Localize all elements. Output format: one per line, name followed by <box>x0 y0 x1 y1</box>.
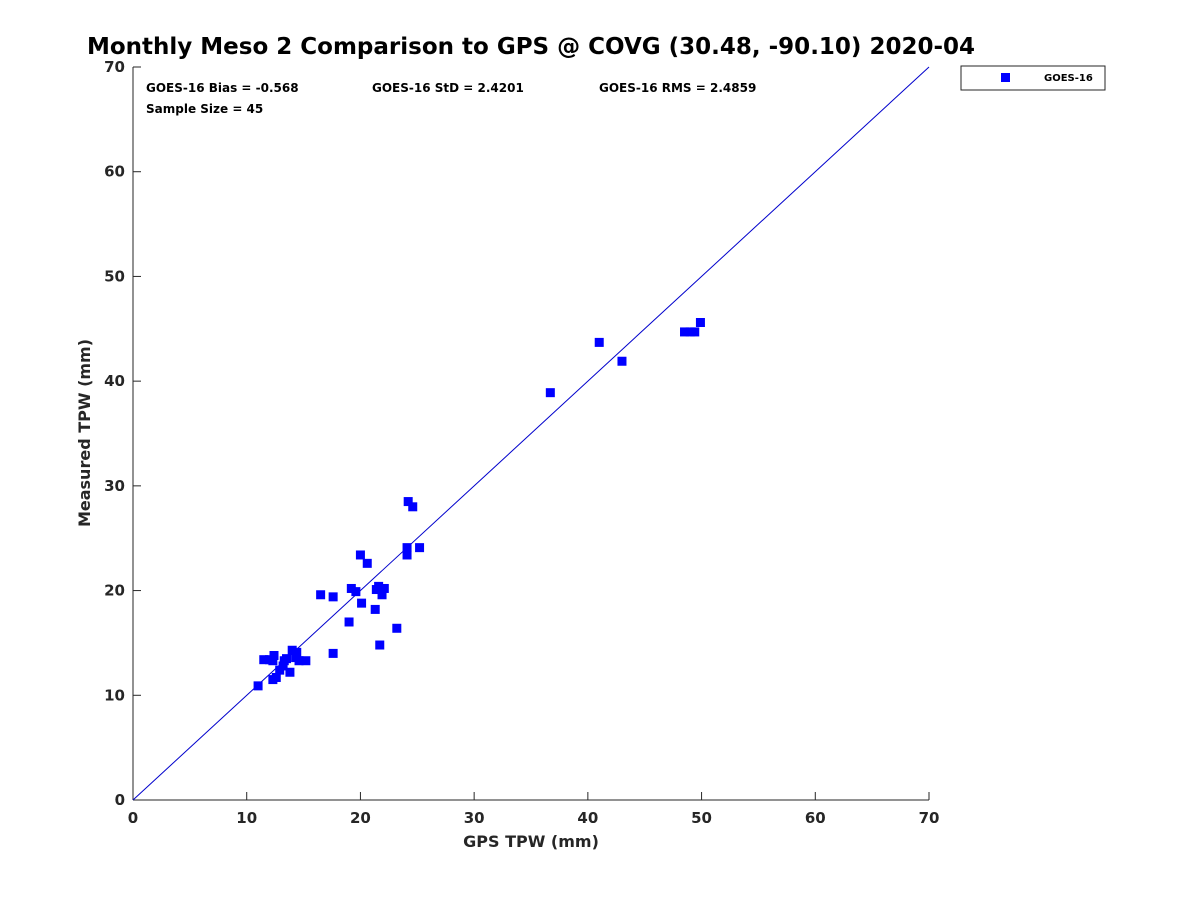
y-tick-label: 60 <box>104 163 125 181</box>
y-tick-label: 10 <box>104 686 125 704</box>
data-point <box>594 337 604 347</box>
data-point <box>351 587 361 597</box>
x-tick-label: 30 <box>464 809 485 827</box>
data-point <box>695 318 705 328</box>
statistics-annotations: GOES-16 Bias = -0.568 GOES-16 StD = 2.42… <box>146 81 756 116</box>
data-point <box>278 661 288 671</box>
data-point <box>362 558 372 568</box>
data-point <box>346 583 356 593</box>
x-tick-label: 60 <box>805 809 826 827</box>
data-point <box>680 327 690 337</box>
data-point <box>294 656 304 666</box>
data-point <box>377 590 387 600</box>
data-point <box>287 645 297 655</box>
data-point <box>685 327 695 337</box>
one-to-one-reference-line <box>132 66 930 801</box>
bias-annotation: GOES-16 Bias = -0.568 <box>146 81 299 95</box>
data-point <box>374 581 384 591</box>
data-point <box>357 598 367 608</box>
legend-label-goes-16: GOES-16 <box>1044 73 1093 84</box>
data-point <box>316 590 326 600</box>
sample-size-annotation: Sample Size = 45 <box>146 102 263 116</box>
legend-marker-goes-16 <box>1001 73 1010 82</box>
data-point <box>344 617 354 627</box>
data-point <box>402 550 412 560</box>
data-point <box>328 592 338 602</box>
y-tick-label: 30 <box>104 477 125 495</box>
data-point <box>375 640 385 650</box>
x-tick-label: 0 <box>128 809 138 827</box>
data-point <box>617 356 627 366</box>
legend-box <box>960 65 1106 91</box>
data-point <box>690 327 700 337</box>
x-tick-label: 70 <box>919 809 940 827</box>
x-tick-label: 20 <box>350 809 371 827</box>
y-tick-label: 0 <box>115 791 125 809</box>
legend: GOES-16 <box>960 65 1106 91</box>
data-point <box>282 654 292 664</box>
data-point <box>271 672 281 682</box>
x-axis-label: GPS TPW (mm) <box>463 832 599 851</box>
data-point <box>268 656 278 666</box>
data-points <box>253 318 705 691</box>
data-point <box>392 623 402 633</box>
x-tick-label: 10 <box>236 809 257 827</box>
data-point <box>259 655 269 665</box>
data-point <box>545 388 555 398</box>
data-point <box>379 583 389 593</box>
y-tick-label: 40 <box>104 372 125 390</box>
x-tick-label: 50 <box>691 809 712 827</box>
y-axis-label: Measured TPW (mm) <box>75 339 94 527</box>
plot-area: 0 10 20 30 40 50 60 70 0 10 20 30 40 50 60 70 <box>104 58 939 827</box>
data-point <box>408 502 418 512</box>
data-point <box>402 543 412 553</box>
data-point <box>355 550 365 560</box>
x-axis-ticks: 0 10 20 30 40 50 60 70 <box>128 792 940 827</box>
rms-annotation: GOES-16 RMS = 2.4859 <box>599 81 756 95</box>
y-tick-label: 20 <box>104 582 125 600</box>
std-annotation: GOES-16 StD = 2.4201 <box>372 81 524 95</box>
data-point <box>415 543 425 553</box>
data-point <box>253 681 263 691</box>
data-point <box>301 656 311 666</box>
data-point <box>403 497 413 507</box>
y-axis-ticks: 0 10 20 30 40 50 60 70 <box>104 58 141 809</box>
data-point <box>370 604 380 614</box>
chart-title: Monthly Meso 2 Comparison to GPS @ COVG … <box>87 34 975 60</box>
data-point <box>328 648 338 658</box>
data-point <box>269 650 279 660</box>
y-tick-label: 70 <box>104 58 125 76</box>
data-point <box>292 647 302 657</box>
x-tick-label: 40 <box>577 809 598 827</box>
data-point <box>285 667 295 677</box>
y-tick-label: 50 <box>104 267 125 285</box>
